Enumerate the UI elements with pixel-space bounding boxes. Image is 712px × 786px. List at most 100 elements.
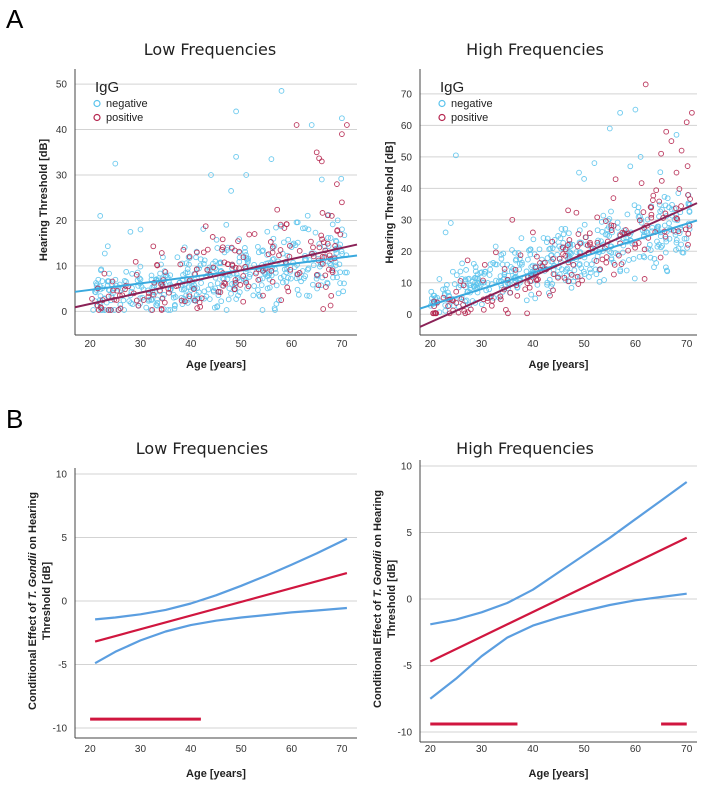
data-point-positive [319,236,325,243]
x-tick-label: 20 [85,744,97,755]
x-axis-label: Age [years] [529,768,589,780]
data-point-positive [674,216,681,222]
data-point-negative [576,169,582,176]
data-point-positive [464,257,471,264]
data-point-positive [497,296,504,303]
data-point-positive [194,305,201,311]
data-point-negative [581,221,588,228]
x-tick-label: 50 [579,339,591,350]
data-point-positive [105,307,112,313]
data-point-negative [313,275,320,282]
data-point-negative [214,245,221,251]
data-point-positive [202,223,209,230]
data-point-negative [459,260,465,267]
data-point-positive [635,240,642,246]
data-point-positive [255,277,262,283]
data-point-negative [213,236,220,243]
data-point-negative [626,257,632,263]
data-point-positive [648,204,655,211]
data-point-positive [162,269,169,275]
data-point-positive [524,310,530,317]
data-point-negative [259,248,265,255]
legend-marker-positive [93,113,101,122]
data-point-positive [673,215,680,221]
data-point-negative [318,176,325,183]
data-point-positive [337,231,344,238]
data-point-negative [549,245,556,251]
data-point-positive [339,199,345,206]
data-point-negative [530,236,537,243]
data-point-positive [316,244,323,251]
data-point-positive [575,281,582,287]
data-point-negative [657,169,664,176]
data-point-negative [340,288,347,295]
data-point-positive [318,158,325,165]
data-point-positive [219,246,225,253]
fit-line-positive [74,243,358,309]
data-point-positive [597,266,603,273]
data-point-negative [526,247,532,254]
data-point-negative [233,153,239,160]
data-point-negative [555,233,561,239]
data-point-negative [314,285,320,292]
data-point-positive [154,262,161,269]
data-point-negative [664,195,671,202]
data-point-positive [573,209,580,216]
data-point-positive [683,119,690,126]
x-axis-label: Age [years] [186,768,246,780]
data-point-negative [673,239,680,246]
data-point-negative [339,115,345,122]
data-point-positive [158,306,165,312]
data-point-negative [237,249,243,256]
y-tick-label: 0 [406,310,412,321]
data-point-positive [217,289,224,295]
data-point-negative [242,245,248,251]
data-point-negative [106,278,112,285]
data-point-positive [650,197,656,203]
x-tick-label: 50 [579,744,591,755]
x-tick-label: 20 [425,339,437,350]
data-point-negative [255,243,261,250]
data-point-negative [593,271,600,278]
x-axis-label: Age [years] [186,359,246,371]
data-point-negative [544,279,551,286]
data-point-positive [575,231,582,237]
data-point-positive [260,292,266,299]
data-point-positive [512,266,519,273]
data-point-negative [568,284,575,291]
data-point-positive [550,271,557,277]
data-point-positive [480,306,487,313]
data-point-positive [682,226,689,233]
data-point-positive [284,284,291,291]
data-point-positive [270,244,276,250]
legend-title: IgG [440,79,464,96]
data-point-positive [658,178,665,184]
effect-line [94,572,348,643]
data-point-negative [137,263,144,270]
data-point-negative [663,267,670,274]
data-point-positive [610,195,617,201]
data-point-positive [673,205,679,212]
data-point-positive [204,246,211,253]
data-point-negative [498,255,505,262]
data-point-negative [281,239,287,246]
y-axis-label-line2: Threshold [dB] [386,560,398,639]
data-point-negative [588,261,595,268]
y-tick-label: 0 [406,595,412,606]
data-point-positive [656,198,663,205]
data-point-negative [655,223,662,230]
data-point-negative [304,292,310,299]
chart-high-frequencies-scatter: High Frequencies 0 10 20 30 40 50 60 70 20 30 40 50 6… [384,40,698,371]
data-point-negative [272,307,278,313]
data-point-positive [240,273,247,279]
data-point-negative [444,282,450,288]
data-point-negative [228,290,234,297]
data-point-negative [490,260,497,266]
data-point-positive [636,217,643,224]
data-point-positive [267,239,274,245]
data-point-negative [185,254,192,261]
data-point-negative [312,229,319,236]
data-point-positive [166,289,172,296]
data-point-positive [542,259,548,266]
data-point-negative [606,125,613,132]
